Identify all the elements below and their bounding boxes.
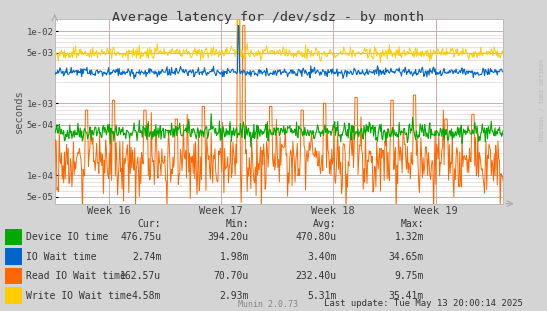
Text: 35.41m: 35.41m (389, 290, 424, 301)
Text: 9.75m: 9.75m (394, 271, 424, 281)
Text: IO Wait time: IO Wait time (26, 252, 97, 262)
Bar (5, 287, 22, 304)
Text: Write IO Wait time: Write IO Wait time (26, 290, 132, 301)
Text: Min:: Min: (225, 219, 249, 229)
Bar (5, 229, 22, 245)
Bar (5, 268, 22, 284)
Text: 34.65m: 34.65m (389, 252, 424, 262)
Text: 3.40m: 3.40m (307, 252, 336, 262)
Text: 2.93m: 2.93m (219, 290, 249, 301)
Text: RRDTOOL / TOBI OETIKER: RRDTOOL / TOBI OETIKER (539, 58, 544, 141)
Text: 1.98m: 1.98m (219, 252, 249, 262)
Text: 394.20u: 394.20u (208, 232, 249, 242)
Text: 2.74m: 2.74m (132, 252, 161, 262)
Text: Device IO time: Device IO time (26, 232, 108, 242)
Text: Read IO Wait time: Read IO Wait time (26, 271, 126, 281)
Text: 476.75u: 476.75u (120, 232, 161, 242)
Y-axis label: seconds: seconds (14, 89, 24, 133)
Text: Munin 2.0.73: Munin 2.0.73 (238, 299, 298, 309)
Text: 5.31m: 5.31m (307, 290, 336, 301)
Text: 162.57u: 162.57u (120, 271, 161, 281)
Text: 470.80u: 470.80u (295, 232, 336, 242)
Text: Cur:: Cur: (138, 219, 161, 229)
Text: Max:: Max: (400, 219, 424, 229)
Text: 4.58m: 4.58m (132, 290, 161, 301)
Text: 70.70u: 70.70u (214, 271, 249, 281)
Bar (5, 248, 22, 265)
Text: Avg:: Avg: (313, 219, 336, 229)
Text: 1.32m: 1.32m (394, 232, 424, 242)
Text: 232.40u: 232.40u (295, 271, 336, 281)
Text: Last update: Tue May 13 20:00:14 2025: Last update: Tue May 13 20:00:14 2025 (323, 299, 522, 308)
Text: Average latency for /dev/sdz - by month: Average latency for /dev/sdz - by month (112, 11, 424, 24)
